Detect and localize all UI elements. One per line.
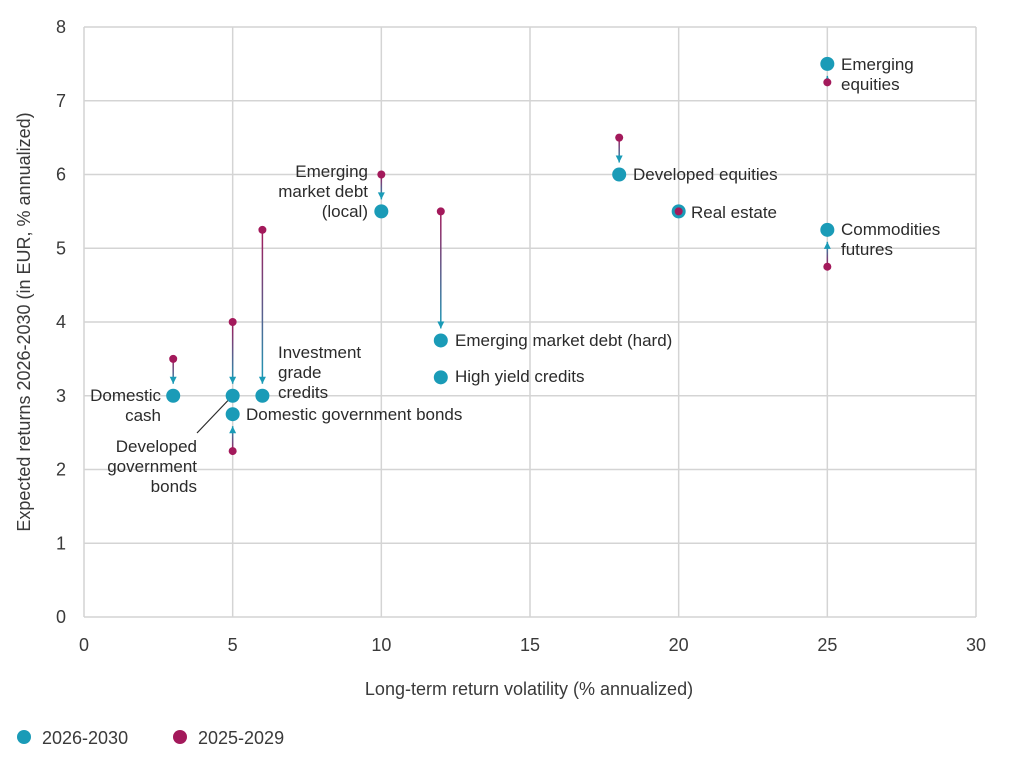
y-axis-label: Expected returns 2026-2030 (in EUR, % an… [14,112,34,531]
x-axis-label: Long-term return volatility (% annualize… [365,679,693,699]
point-label-line: equities [841,75,900,94]
point-label-line: futures [841,240,893,259]
point-label-line: Emerging [295,162,368,181]
y-tick-label: 7 [56,91,66,111]
point-2026-2030 [612,167,627,182]
change-arrowhead [377,192,385,200]
point-2026-2030 [255,388,270,403]
change-arrowhead [437,321,445,329]
point-label: High yield credits [455,367,584,386]
point-label: Emerging equities [841,55,914,94]
point-label-line: Investment [278,343,361,362]
change-arrowhead [229,376,237,384]
point-2025-2029 [377,170,386,179]
point-2026-2030 [820,56,835,71]
point-label: Real estate [691,203,777,222]
point-label-line: cash [125,406,161,425]
change-arrowhead [169,376,177,384]
point-2025-2029 [258,225,267,234]
point-label: Emerging market debt (local) [278,162,368,221]
point-label-line: Real estate [691,203,777,222]
x-tick-label: 25 [817,635,837,655]
point-2026-2030 [166,388,181,403]
point-label: Domestic cash [90,386,161,425]
point-label-line: Developed equities [633,165,778,184]
x-tick-label: 5 [228,635,238,655]
point-label-line: Emerging [841,55,914,74]
change-line [261,229,264,384]
change-line [231,426,234,452]
point-label-line: bonds [151,477,197,496]
y-tick-label: 3 [56,386,66,406]
y-tick-label: 0 [56,607,66,627]
point-2026-2030 [820,222,835,237]
point-label: Commodities futures [841,220,940,259]
point-label-line: (local) [322,202,368,221]
change-line [172,358,174,384]
change-arrowhead [229,426,237,434]
data-points [166,56,835,456]
point-label-line: market debt [278,182,368,201]
point-label-line: credits [278,383,328,402]
y-tick-label: 5 [56,238,66,258]
legend: 2026-2030 2025-2029 [17,728,284,748]
x-tick-labels: 0 5 10 15 20 25 30 [79,635,986,655]
point-label-line: Domestic government bonds [246,405,462,424]
x-tick-label: 0 [79,635,89,655]
point-2025-2029 [823,262,832,271]
legend-swatch [173,730,187,744]
change-line [618,137,620,163]
legend-swatch [17,730,31,744]
point-2025-2029 [228,447,237,456]
change-line [440,211,442,329]
x-tick-label: 10 [371,635,391,655]
legend-label: 2025-2029 [198,728,284,748]
label-leader-line [196,399,230,434]
y-tick-labels: 0 1 2 3 4 5 6 7 8 [56,17,66,627]
change-line [826,241,829,267]
point-label: Domestic government bonds [246,405,462,424]
x-tick-label: 30 [966,635,986,655]
point-2026-2030 [225,407,240,422]
change-arrowhead [823,241,831,249]
point-label-line: Domestic [90,386,161,405]
change-line [231,322,234,384]
point-label: Developed equities [633,165,778,184]
point-label-line: grade [278,363,321,382]
point-2025-2029 [169,354,178,363]
point-label: Emerging market debt (hard) [455,331,672,350]
point-2026-2030 [374,204,389,219]
y-tick-label: 2 [56,460,66,480]
point-2026-2030 [433,370,448,385]
point-2025-2029-overlay [674,207,683,216]
point-2025-2029 [615,133,624,142]
point-2025-2029 [228,318,237,326]
change-arrowhead [258,376,266,384]
y-tick-label: 6 [56,165,66,185]
y-tick-label: 8 [56,17,66,37]
point-label-line: Developed [116,437,197,456]
point-2026-2030 [433,333,448,348]
legend-label: 2026-2030 [42,728,128,748]
point-label-line: Emerging market debt (hard) [455,331,672,350]
y-tick-label: 1 [56,533,66,553]
point-2025-2029 [436,207,445,216]
point-2026-2030 [225,388,240,403]
point-labels: Domestic cash Developed government bonds Dome… [90,55,940,496]
change-arrowhead [615,155,623,163]
point-label: Investment grade credits [278,343,361,402]
x-tick-label: 20 [669,635,689,655]
point-label-line: Commodities [841,220,940,239]
grid [83,26,977,618]
point-label: Developed government bonds [107,437,197,496]
point-label-line: government [107,457,197,476]
change-line [380,174,383,200]
point-label-line: High yield credits [455,367,584,386]
point-2025-2029 [823,78,832,87]
y-tick-label: 4 [56,312,66,332]
x-tick-label: 15 [520,635,540,655]
